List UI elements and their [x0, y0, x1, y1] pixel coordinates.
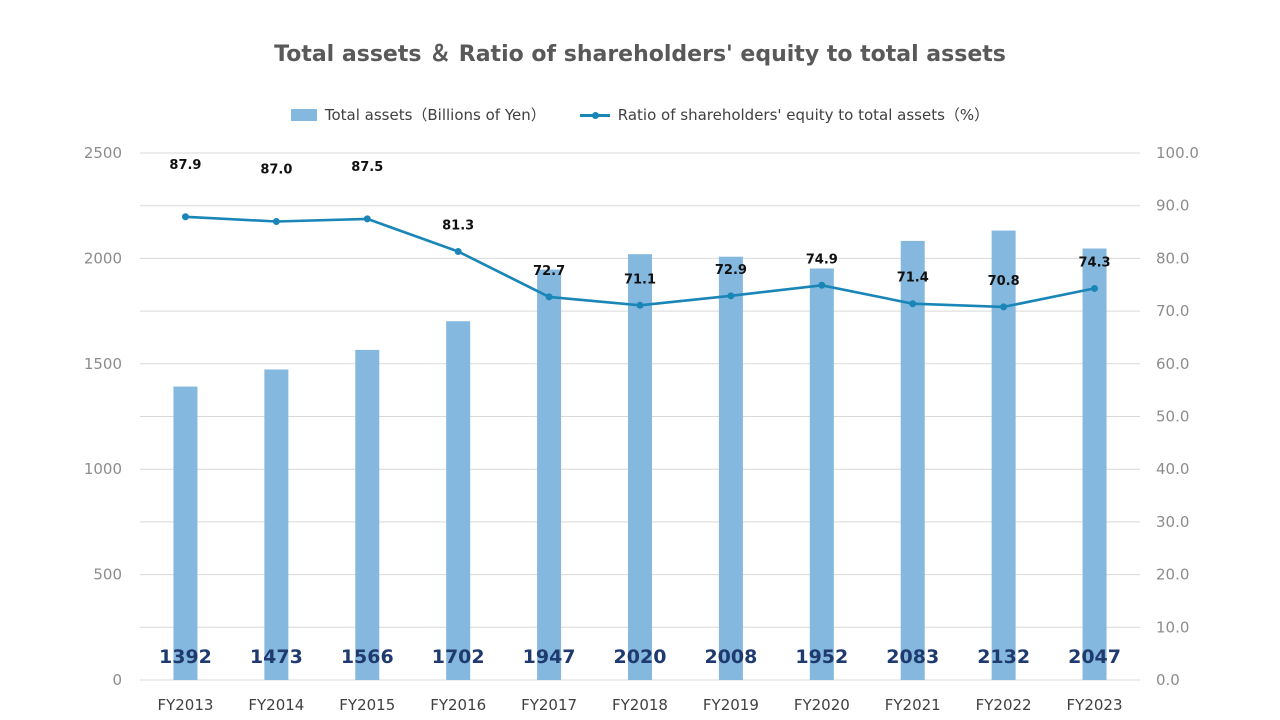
line-point	[181, 213, 189, 221]
right-tick-label: 20.0	[1156, 566, 1189, 584]
bar-value-label: 2132	[977, 646, 1030, 668]
line-value-label: 70.8	[988, 274, 1020, 289]
line-point	[1000, 303, 1008, 311]
x-tick-label: FY2020	[794, 696, 850, 714]
bar-value-label: 1952	[795, 646, 848, 668]
right-tick-label: 60.0	[1156, 355, 1189, 373]
left-tick-label: 500	[93, 566, 122, 584]
line-point	[818, 281, 826, 289]
bar	[446, 321, 471, 680]
bar-value-label: 2020	[614, 646, 667, 668]
x-tick-label: FY2021	[885, 696, 941, 714]
right-axis: 0.0 10.0 20.0 30.0 40.0 50.0 60.0 70.0 80.0 90.0 1…	[1156, 144, 1199, 689]
right-tick-label: 10.0	[1156, 618, 1189, 636]
line-point	[545, 293, 553, 301]
x-tick-label: FY2018	[612, 696, 668, 714]
line-point	[727, 292, 735, 300]
x-tick-label: FY2015	[339, 696, 395, 714]
line-point	[272, 218, 280, 226]
right-tick-label: 0.0	[1156, 671, 1180, 689]
right-tick-label: 40.0	[1156, 460, 1189, 478]
legend-item-total-assets: Total assets（Billions of Yen）	[290, 104, 546, 125]
legend-label-total-assets: Total assets（Billions of Yen）	[324, 106, 546, 124]
right-tick-label: 90.0	[1156, 197, 1189, 215]
line-value-label: 87.9	[169, 158, 201, 173]
line-value-label: 71.1	[624, 272, 656, 287]
bar	[173, 386, 198, 680]
bar-value-label: 1702	[432, 646, 485, 668]
left-tick-label: 1000	[84, 460, 122, 478]
line-value-label: 87.5	[351, 160, 383, 175]
bar	[355, 349, 380, 680]
line-point	[363, 215, 371, 223]
bar	[1082, 248, 1107, 680]
line-value-label: 81.3	[442, 219, 474, 234]
left-tick-label: 0	[112, 671, 122, 689]
left-axis: 0 500 1000 1500 2000 2500	[84, 144, 122, 689]
bar	[628, 254, 652, 680]
line-point	[454, 248, 462, 256]
line-series	[181, 213, 1099, 311]
chart-legend: Total assets（Billions of Yen） Ratio of s…	[0, 104, 1280, 125]
bar	[991, 230, 1016, 680]
x-tick-label: FY2019	[703, 696, 759, 714]
bar-value-label: 2047	[1068, 646, 1121, 668]
bar	[718, 256, 743, 680]
x-tick-label: FY2014	[248, 696, 304, 714]
bar-series	[173, 230, 1107, 680]
bar	[264, 369, 289, 680]
bar-value-label: 1473	[250, 646, 303, 668]
line-value-label: 87.0	[260, 163, 292, 178]
left-tick-label: 2000	[84, 249, 122, 267]
x-tick-label: FY2016	[430, 696, 486, 714]
line-point	[1091, 284, 1099, 292]
bar-value-label: 1566	[341, 646, 394, 668]
line-point	[636, 301, 644, 309]
line-value-label: 72.9	[715, 263, 747, 278]
bar-value-label: 1947	[523, 646, 576, 668]
x-tick-label: FY2023	[1067, 696, 1123, 714]
bar-value-label: 1392	[159, 646, 212, 668]
x-tick-label: FY2013	[157, 696, 213, 714]
right-tick-label: 80.0	[1156, 249, 1189, 267]
line-value-label: 71.4	[897, 271, 929, 286]
line-value-labels: 87.9 87.0 87.5 81.3 72.7 71.1 72.9 74.9 71.4 70.8…	[169, 158, 1110, 289]
left-tick-label: 1500	[84, 355, 122, 373]
legend-bar-swatch	[290, 108, 317, 121]
bar-value-label: 2083	[886, 646, 939, 668]
legend-line-swatch	[579, 109, 610, 121]
bar	[809, 268, 834, 680]
bar	[537, 269, 562, 680]
line-value-label: 74.3	[1079, 255, 1111, 270]
right-tick-label: 100.0	[1156, 144, 1199, 162]
right-tick-label: 30.0	[1156, 513, 1189, 531]
bar-value-labels: 1392 1473 1566 1702 1947 2020 2008 1952 2083 2132…	[159, 646, 1121, 668]
line-value-label: 72.7	[533, 264, 565, 279]
x-tick-label: FY2017	[521, 696, 577, 714]
legend-label-equity-ratio: Ratio of shareholders' equity to total a…	[617, 106, 990, 124]
x-tick-label: FY2022	[976, 696, 1032, 714]
right-tick-label: 50.0	[1156, 408, 1189, 426]
left-tick-label: 2500	[84, 144, 122, 162]
bar	[900, 240, 925, 680]
chart-title: Total assets ＆ Ratio of shareholders' eq…	[274, 42, 1006, 67]
line-value-label: 74.9	[806, 252, 838, 267]
bar-value-label: 2008	[704, 646, 757, 668]
line-point	[909, 300, 917, 308]
legend-item-equity-ratio: Ratio of shareholders' equity to total a…	[579, 104, 990, 125]
x-axis: FY2013 FY2014 FY2015 FY2016 FY2017 FY2018 FY20…	[157, 696, 1122, 714]
right-tick-label: 70.0	[1156, 302, 1189, 320]
